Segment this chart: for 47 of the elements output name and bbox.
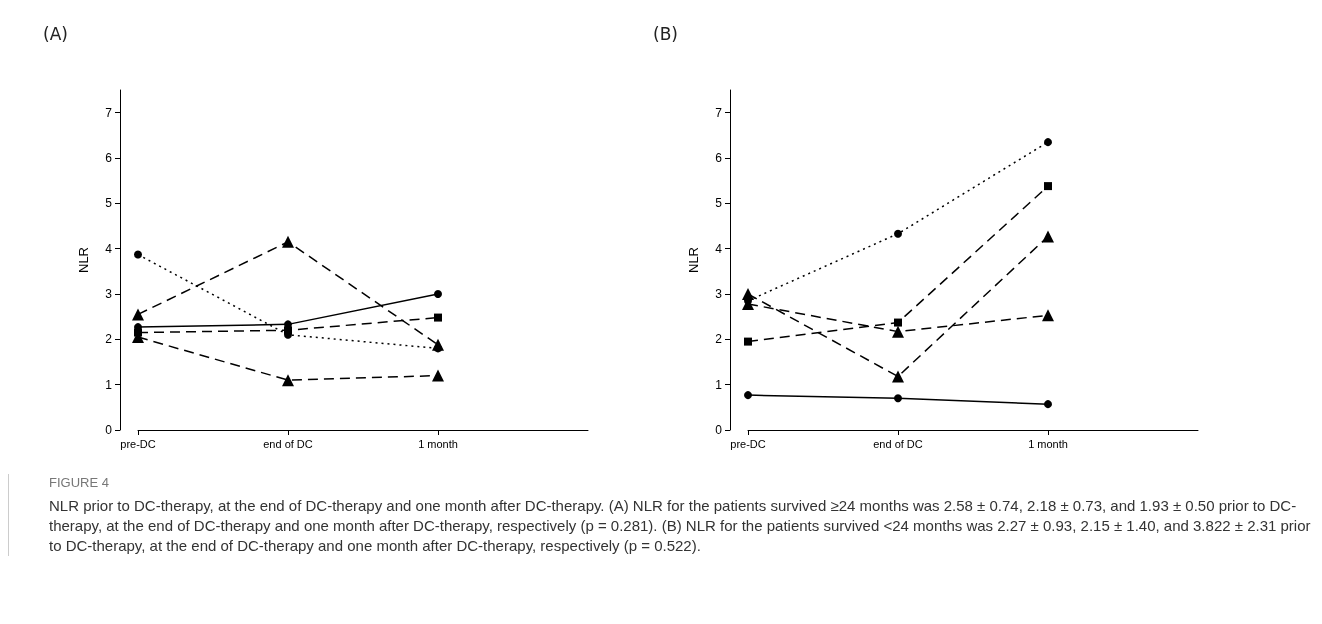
point [132,308,144,321]
y-tick-label: 0 [715,423,723,437]
text: NLR prior to DC-therapy, at the end of DC-therapy and one month after DC-therapy. (A) NLR for the patients survived ≥24 months was 2.58 ± 0.74, 2.18 ± 0.73, and 1.93 ± 0.50 prior to DC-therapy, at the end of DC-therapy and one month after DC-therapy, respectively (p = 0.281). (B) NLR for the patients survived <24 months was 2.27 ± 0.93, 2.15 ± 1.40, and 3.822 ± 2.31 prior to DC-therapy, at the end of DC-therapy and one month after DC-therapy, respectively (p = 0.522). [49,495,1312,557]
caption: FIGURE 4 [49,474,110,492]
y-tick-label: 7 [105,105,113,120]
x-tick-label: 1 month [418,437,458,450]
y-axis-title: NLR [686,246,701,274]
point [282,235,294,248]
point [282,374,294,387]
point [892,370,904,383]
y-tick-label: 4 [105,241,113,256]
point [434,290,442,298]
point [1042,230,1054,243]
x-tick-label: pre-DC [730,437,766,450]
chart-title: (B) [653,23,678,44]
y-tick-label: 5 [105,196,113,211]
point [1044,182,1052,191]
point [1044,400,1052,409]
y-tick-label: 0 [105,423,113,437]
point [894,394,902,403]
x-tick-label: end of DC [263,437,313,450]
point [744,391,752,400]
x-tick-label: end of DC [873,437,923,450]
point [892,325,904,338]
point [1044,138,1052,147]
y-tick-label: 7 [715,105,723,120]
y-tick-label: 2 [105,332,113,347]
y-tick-label: 6 [715,151,723,165]
y-tick-label: 4 [715,241,723,256]
point [432,369,444,382]
y-tick-label: 3 [105,287,113,301]
y-tick-label: 6 [105,151,113,165]
y-tick-label: 1 [105,377,113,392]
point [894,229,902,238]
point [1042,309,1054,322]
y-tick-label: 3 [715,287,723,301]
y-tick-label: 2 [715,332,723,347]
y-axis-title: NLR [76,246,91,274]
point [894,318,902,327]
x-tick-label: pre-DC [120,437,156,450]
y-tick-label: 5 [715,196,723,211]
point [744,337,752,346]
chart-title: (A) [43,23,68,44]
point [434,313,442,322]
x-tick-label: 1 month [1028,437,1068,450]
y-tick-label: 1 [715,377,723,392]
point [134,250,142,259]
